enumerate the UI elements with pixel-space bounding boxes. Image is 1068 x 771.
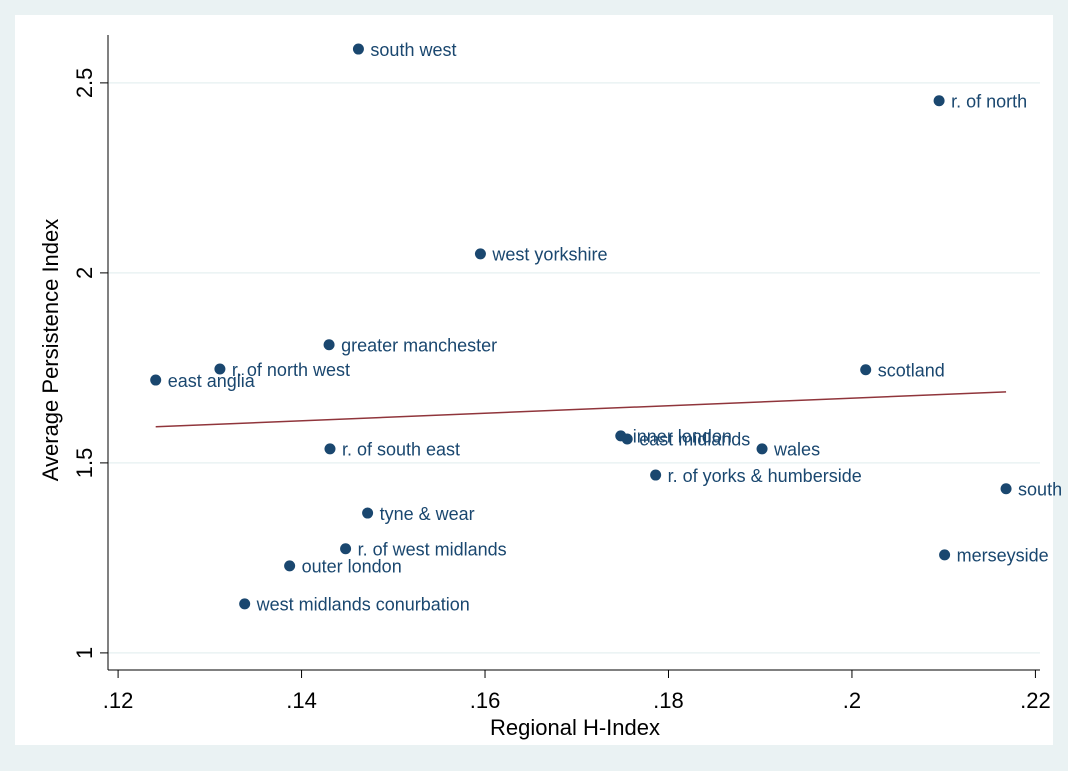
y-tick-label: 1.5 — [72, 448, 97, 479]
point-label: inner london — [633, 427, 732, 447]
point — [214, 363, 226, 375]
y-tick-label: 1 — [72, 647, 97, 659]
graph-region — [15, 15, 1053, 745]
point — [860, 364, 872, 376]
x-tick-label: .16 — [470, 688, 501, 713]
point — [933, 95, 945, 107]
point-label: south west — [370, 40, 456, 60]
point-label: merseyside — [957, 546, 1049, 566]
point — [939, 549, 951, 561]
x-tick-label: .22 — [1020, 688, 1051, 713]
point-label: west yorkshire — [491, 245, 607, 265]
point-label: east anglia — [168, 371, 256, 391]
fit-line — [155, 391, 1007, 428]
point — [1000, 483, 1012, 495]
x-tick-label: .14 — [286, 688, 317, 713]
point-label: greater manchester — [341, 335, 497, 355]
point — [239, 598, 251, 610]
y-tick-label: 2 — [72, 267, 97, 279]
point — [362, 507, 374, 519]
point-label: scotland — [878, 361, 945, 381]
x-axis-title: Regional H-Index — [490, 715, 660, 740]
point — [650, 469, 662, 481]
point-label: r. of west midlands — [358, 540, 507, 560]
point-label: outer london — [302, 557, 402, 577]
point-label: r. of north — [951, 91, 1027, 111]
point-label: r. of yorks & humberside — [668, 466, 862, 486]
point-label: west midlands conurbation — [256, 595, 470, 615]
point — [340, 543, 352, 555]
y-tick-label: 2.5 — [72, 68, 97, 99]
point — [150, 374, 162, 386]
point — [284, 560, 296, 572]
y-axis-title: Average Persistence Index — [38, 219, 63, 482]
point — [621, 433, 633, 445]
point-label: tyne & wear — [380, 504, 475, 524]
point-label: south — [1018, 479, 1062, 499]
x-tick-label: .18 — [653, 688, 684, 713]
point-label: r. of north west — [232, 360, 350, 380]
point-label: r. of south east — [342, 440, 460, 460]
point-label: east midlands — [639, 430, 750, 450]
point — [474, 248, 486, 260]
x-tick-label: .2 — [843, 688, 861, 713]
point — [756, 443, 768, 455]
point — [352, 43, 364, 55]
x-tick-label: .12 — [103, 688, 134, 713]
point — [323, 339, 335, 351]
point — [324, 443, 336, 455]
point-label: wales — [773, 440, 820, 460]
